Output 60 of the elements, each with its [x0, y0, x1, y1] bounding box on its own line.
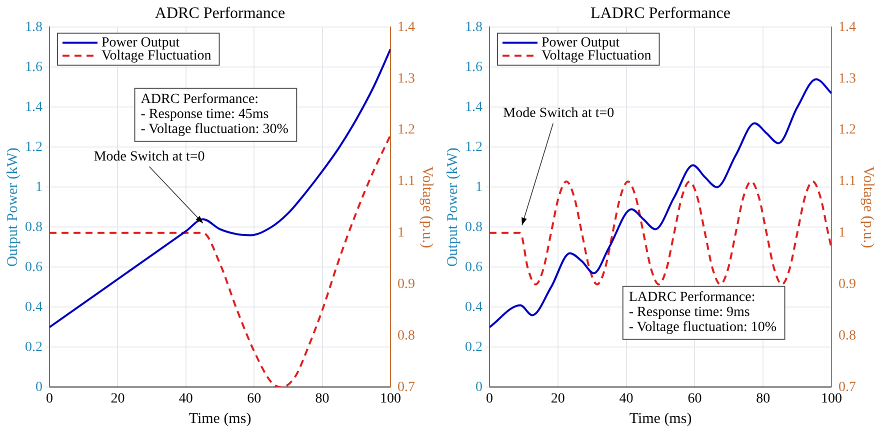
- y-tick-label: 0.2: [465, 340, 482, 355]
- y2-tick-label: 1.2: [398, 122, 415, 138]
- x-tick-label: 40: [619, 391, 634, 406]
- y2-tick-label: 1.3: [838, 71, 856, 86]
- annotation: LADRC Performance: - Response time: 9ms - Voltage fluctuation: 10%: [628, 290, 777, 336]
- x-tick-label: 80: [756, 391, 770, 406]
- y-axis-title: Output Power (kW): [444, 148, 461, 267]
- y2-tick-label: 1.2: [838, 122, 856, 138]
- y2-tick-label: 1.1: [838, 174, 856, 190]
- y-tick-label: 0.2: [25, 340, 42, 355]
- annotation: ADRC Performance: - Response time: 45ms - Voltage fluctuation: 30%: [140, 92, 289, 138]
- y-tick-label: 0.8: [465, 220, 482, 235]
- x-tick-label: 20: [110, 391, 125, 406]
- y-tick-label: 0.6: [465, 260, 482, 275]
- y2-tick-label: 1: [398, 226, 404, 241]
- x-axis-title: Time (ms): [629, 410, 692, 427]
- y2-tick-label: 0.9: [398, 277, 415, 292]
- y-tick-label: 1: [36, 180, 42, 195]
- y2-tick-label: 1.1: [398, 174, 415, 190]
- y2-tick-label: 1.4: [398, 20, 415, 35]
- y2-tick-label: 0.8: [838, 328, 856, 344]
- y2-tick-label: 1.3: [398, 71, 415, 86]
- x-tick-label: 0: [486, 391, 493, 406]
- x-tick-label: 80: [315, 391, 330, 406]
- legend-label: Voltage Fluctuation: [542, 48, 652, 64]
- chart-title: ADRC Performance: [154, 4, 286, 22]
- y-tick-label: 0.4: [25, 300, 42, 315]
- y-tick-label: 1.4: [465, 100, 482, 115]
- y-tick-label: 1: [476, 180, 482, 195]
- x-tick-label: 40: [178, 391, 193, 406]
- legend-label: Power Output: [102, 35, 180, 50]
- y-tick-label: 0: [476, 380, 482, 395]
- y-tick-label: 0.4: [465, 300, 482, 315]
- annotation: Mode Switch at t=0: [94, 149, 205, 164]
- x-axis-title: Time (ms): [188, 410, 252, 427]
- y2-axis-title: Voltage (p.u.): [860, 166, 876, 248]
- annotation: Mode Switch at t=0: [503, 106, 614, 122]
- y-tick-label: 1.4: [25, 100, 42, 115]
- y2-tick-label: 1.4: [838, 20, 856, 35]
- y2-tick-label: 0.8: [398, 328, 415, 344]
- y2-tick-label: 0.9: [838, 277, 856, 292]
- x-tick-label: 0: [46, 391, 53, 406]
- x-tick-label: 20: [550, 391, 565, 406]
- y-tick-label: 1.8: [465, 20, 482, 35]
- x-tick-label: 60: [688, 391, 702, 406]
- y-axis-title: Output Power (kW): [4, 148, 21, 267]
- legend-label: Voltage Fluctuation: [102, 48, 212, 64]
- y2-tick-label: 1: [838, 226, 846, 241]
- y-tick-label: 1.2: [25, 140, 42, 155]
- y-tick-label: 1.6: [465, 60, 482, 75]
- y-tick-label: 1.8: [25, 20, 42, 35]
- y-tick-label: 0.8: [25, 220, 42, 235]
- y-tick-label: 0: [36, 380, 42, 395]
- x-tick-label: 60: [247, 391, 262, 406]
- y2-axis-title: Voltage (p.u.): [419, 166, 436, 248]
- chart-title: LADRC Performance: [590, 4, 730, 22]
- y-tick-label: 0.6: [25, 260, 42, 275]
- y-tick-label: 1.6: [25, 60, 42, 75]
- y-tick-label: 1.2: [465, 140, 482, 155]
- legend-label: Power Output: [542, 35, 620, 50]
